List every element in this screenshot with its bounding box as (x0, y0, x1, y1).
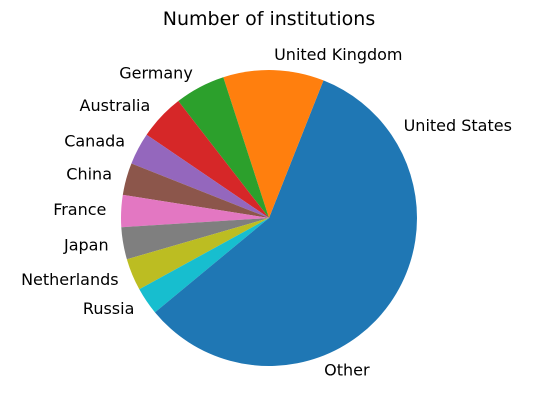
pie-label-france: France (53, 200, 106, 219)
pie-slice-united-states (269, 80, 417, 218)
pie-slice-netherlands (126, 218, 269, 290)
pie-label-germany: Germany (119, 64, 193, 83)
pie-label-russia: Russia (83, 299, 134, 318)
pie-slice-france (120, 194, 269, 228)
pie-slice-china (122, 163, 269, 218)
pie-slice-united-kingdom (223, 69, 324, 218)
pie-slice-australia (146, 101, 269, 218)
pie-label-canada: Canada (64, 131, 125, 150)
pie-slice-other (154, 218, 417, 367)
chart-title: Number of institutions (163, 8, 375, 30)
pie-label-japan: Japan (63, 236, 109, 255)
pie-slice-canada (131, 134, 269, 218)
pie-slice-germany (178, 77, 269, 219)
pie-label-netherlands: Netherlands (21, 270, 119, 289)
pie-label-united-kingdom: United Kingdom (274, 45, 402, 64)
pie-slices (120, 69, 417, 367)
pie-labels: United States United Kingdom Germany Austra… (21, 45, 512, 380)
pie-slice-japan (121, 218, 269, 260)
pie-label-other: Other (324, 361, 370, 380)
pie-label-china: China (66, 165, 112, 184)
pie-label-australia: Australia (80, 96, 151, 115)
pie-label-united-states: United States (404, 116, 512, 135)
pie-slice-russia (139, 218, 269, 313)
